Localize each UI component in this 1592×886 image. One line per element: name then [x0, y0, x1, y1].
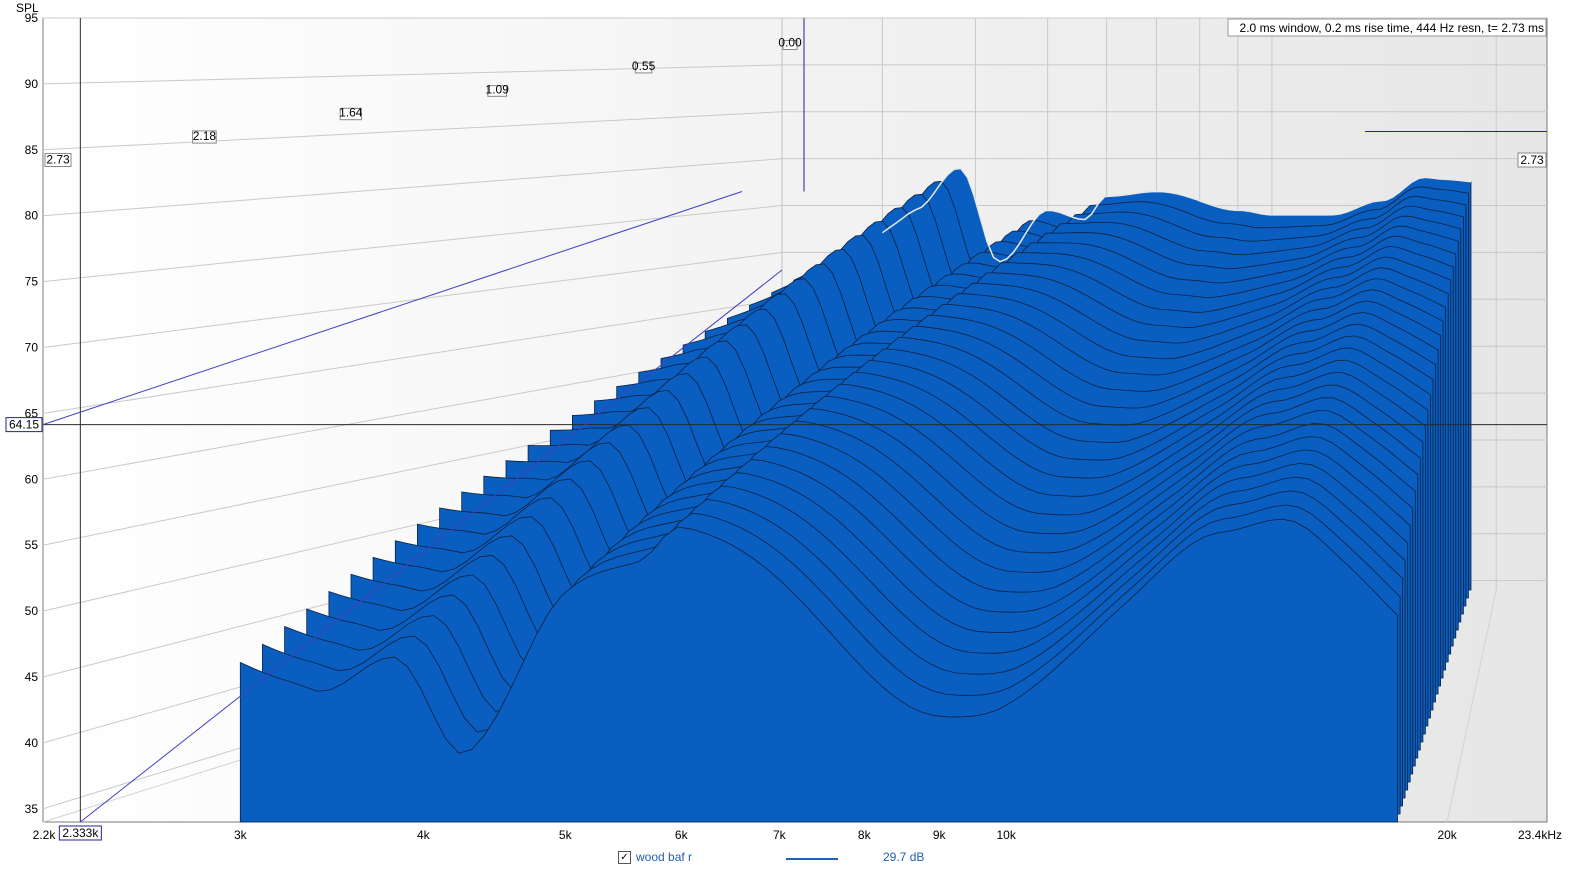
cursor-y-readout-box [5, 417, 43, 433]
grid-line-spl [42, 345, 783, 480]
y-tick-label: 55 [25, 538, 39, 552]
time-label-box [782, 40, 798, 50]
cursor-x-readout: 2.333k [62, 826, 99, 840]
time-label: 2.18 [193, 129, 217, 143]
y-tick-label: 35 [25, 802, 39, 816]
y-tick-label: 50 [25, 604, 39, 618]
y-axis-title: SPL [16, 1, 39, 15]
grid-line-floor [1446, 589, 1497, 823]
cursor-depth-line [42, 191, 743, 426]
time-label-box [487, 85, 508, 97]
time-label-box [44, 153, 72, 167]
y-tick-label: 40 [25, 736, 39, 750]
x-tick-label: 8k [858, 828, 872, 842]
time-label: 1.64 [339, 106, 363, 120]
x-tick-label: 3k [234, 828, 248, 842]
y-tick-label: 85 [25, 143, 39, 157]
time-label: 1.09 [486, 82, 510, 96]
x-tick-label: 10k [997, 828, 1017, 842]
time-label: 2.73 [46, 153, 70, 167]
x-tick-label: 7k [773, 828, 787, 842]
y-tick-label: 95 [25, 11, 39, 25]
info-text: 2.0 ms window, 0.2 ms rise time, 444 Hz … [1240, 21, 1544, 35]
x-tick-label: 23.4kHz [1518, 828, 1562, 842]
grid-line-spl [42, 251, 783, 349]
info-box [1227, 18, 1547, 37]
cursor-depth-line-floor [80, 269, 783, 823]
time-label-box [192, 130, 217, 144]
y-tick-label: 90 [25, 77, 39, 91]
grid-line-spl [42, 111, 783, 151]
x-tick-label: 5k [559, 828, 573, 842]
y-tick-label: 65 [25, 406, 39, 420]
grid-line-spl [42, 64, 783, 85]
y-tick-label: 80 [25, 209, 39, 223]
grid-line-spl [42, 205, 783, 283]
x-tick-label: 2.2k [33, 828, 57, 842]
legend-series-value: 29.7 dB [883, 850, 925, 864]
grid-line-spl [42, 298, 783, 414]
time-label: 0.55 [632, 59, 656, 73]
grid-line-spl [42, 158, 783, 217]
y-tick-label: 45 [25, 670, 39, 684]
time-right-label: 2.73 [1520, 153, 1544, 167]
cursor-y-readout: 64.15 [9, 418, 39, 432]
cursor-x-readout-box [58, 825, 102, 841]
y-tick-label: 60 [25, 472, 39, 486]
time-label-box [634, 62, 653, 74]
y-tick-label: 75 [25, 275, 39, 289]
x-tick-label: 9k [933, 828, 947, 842]
waterfall-slice [239, 518, 1398, 823]
x-tick-label: 6k [675, 828, 689, 842]
legend-series-name: wood baf r [636, 850, 693, 864]
time-label-box [339, 107, 362, 121]
x-tick-label: 20k [1437, 828, 1457, 842]
legend-checkbox[interactable]: ✓ [618, 851, 631, 864]
time-label: 0.00 [778, 36, 802, 50]
x-tick-label: 4k [417, 828, 431, 842]
time-right-label-box [1517, 152, 1547, 168]
front-spectrum-curve [881, 167, 1472, 263]
legend-series-swatch [786, 858, 838, 860]
y-tick-label: 70 [25, 341, 39, 355]
